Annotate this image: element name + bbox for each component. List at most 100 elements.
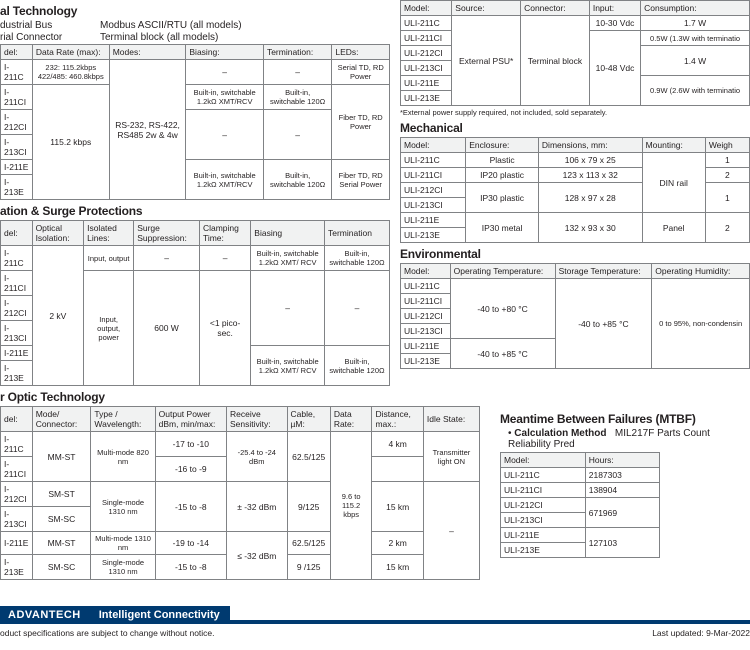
- td: Input, output: [84, 246, 134, 271]
- td: –: [325, 271, 390, 346]
- th: Dimensions, mm:: [538, 138, 642, 153]
- td: -17 to -10: [155, 432, 226, 457]
- td: 0 to 95%, non-condensin: [652, 279, 750, 369]
- td: I-211E: [1, 346, 33, 361]
- td: 2: [705, 213, 749, 243]
- th: Mode/ Connector:: [32, 407, 91, 432]
- surge-heading: ation & Surge Protections: [0, 204, 390, 218]
- th: LEDs:: [332, 45, 390, 60]
- env-heading: Environmental: [400, 247, 750, 261]
- td: 115.2 kbps: [32, 85, 109, 200]
- td: -40 to +85 °C: [450, 339, 555, 369]
- td: Built-in, switchable 1.2kΩ XMT/RCV: [186, 85, 264, 110]
- td: –: [134, 246, 200, 271]
- td: -16 to -9: [155, 457, 226, 482]
- td: 9 /125: [287, 555, 330, 580]
- td: 0.9W (2.6W with terminatio: [641, 76, 750, 106]
- td: 232: 115.2kbps 422/485: 460.8kbps: [32, 60, 109, 85]
- th: Termination: [325, 221, 390, 246]
- td: ULI-211CI: [401, 168, 466, 183]
- th: Isolated Lines:: [84, 221, 134, 246]
- td: –: [186, 60, 264, 85]
- td: ULI-211CI: [401, 31, 452, 46]
- th: Connector:: [521, 1, 590, 16]
- mtbf-method: • Calculation Method MIL217F Parts Count…: [508, 428, 750, 450]
- th: Surge Suppression:: [134, 221, 200, 246]
- td: IP30 plastic: [466, 183, 539, 213]
- td: Built-in, switchable 1.2kΩ XMT/RCV: [186, 160, 264, 200]
- td: ULI-213CI: [401, 324, 451, 339]
- td: I-213E: [1, 555, 33, 580]
- td: –: [199, 246, 250, 271]
- th: Model:: [401, 264, 451, 279]
- bus-label: dustrial Bus: [0, 20, 100, 31]
- td: Built-in, switchable 1.2kΩ XMT/ RCV: [251, 346, 325, 386]
- td: Built-in, switchable 120Ω: [263, 85, 331, 110]
- th: Modes:: [109, 45, 186, 60]
- td: ≤ -32 dBm: [227, 532, 288, 580]
- footer-line: [230, 620, 750, 624]
- td: Multi-mode 820 nm: [91, 432, 155, 482]
- bus-row: dustrial Bus Modbus ASCII/RTU (all model…: [0, 20, 390, 31]
- fiber-table: del: Mode/ Connector: Type / Wavelength:…: [0, 406, 480, 580]
- td: 10-48 Vdc: [589, 31, 640, 106]
- td: I-212CI: [1, 296, 33, 321]
- th: Idle State:: [423, 407, 479, 432]
- footer-updated: Last updated: 9-Mar-2022: [652, 628, 750, 638]
- td: 2: [705, 168, 749, 183]
- td: I-213E: [1, 175, 33, 200]
- th: Input:: [589, 1, 640, 16]
- td: ULI-213CI: [401, 198, 466, 213]
- td: –: [423, 482, 479, 580]
- serial-table: del: Data Rate (max): Modes: Biasing: Te…: [0, 44, 390, 200]
- td: Terminal block: [521, 16, 590, 106]
- td: ULI-211C: [401, 16, 452, 31]
- td: Fiber TD, RD Power: [332, 85, 390, 160]
- th: Source:: [452, 1, 521, 16]
- th: Enclosure:: [466, 138, 539, 153]
- td: ULI-211E: [401, 76, 452, 91]
- td: 62.5/125: [287, 432, 330, 482]
- td: ULI-213CI: [401, 61, 452, 76]
- td: I-211C: [1, 60, 33, 85]
- bus-value: Modbus ASCII/RTU (all models): [100, 20, 242, 31]
- td: I-213CI: [1, 321, 33, 346]
- td: -15 to -8: [155, 555, 226, 580]
- td: I-213E: [1, 361, 33, 386]
- td: 128 x 97 x 28: [538, 183, 642, 213]
- td: 15 km: [372, 555, 423, 580]
- th: del:: [1, 221, 33, 246]
- td: 2187303: [585, 468, 659, 483]
- power-table: Model: Source: Connector: Input: Consump…: [400, 0, 750, 106]
- td: 132 x 93 x 30: [538, 213, 642, 243]
- td: I-211CI: [1, 457, 33, 482]
- td: 15 km: [372, 482, 423, 532]
- td: -25.4 to -24 dBm: [227, 432, 288, 482]
- th: Cable, µM:: [287, 407, 330, 432]
- td: ULI-211E: [401, 213, 466, 228]
- td: Fiber TD, RD Serial Power: [332, 160, 390, 200]
- td: 2 km: [372, 532, 423, 555]
- td: ULI-211CI: [401, 294, 451, 309]
- fiber-heading: r Optic Technology: [0, 390, 390, 404]
- td: ULI-212CI: [501, 498, 586, 513]
- td: 127103: [585, 528, 659, 558]
- td: –: [251, 271, 325, 346]
- td: Built-in, switchable 120Ω: [263, 160, 331, 200]
- th: Biasing:: [186, 45, 264, 60]
- td: ULI-211C: [501, 468, 586, 483]
- td: 671969: [585, 498, 659, 528]
- td: Built-in, switchable 120Ω: [325, 346, 390, 386]
- td: ULI-212CI: [401, 183, 466, 198]
- td: ± -32 dBm: [227, 482, 288, 532]
- td: -40 to +85 °C: [555, 279, 652, 369]
- td: 10-30 Vdc: [589, 16, 640, 31]
- th: Biasing: [251, 221, 325, 246]
- th: Weigh: [705, 138, 749, 153]
- td: I-211CI: [1, 85, 33, 110]
- footer-bar: ADVANTECH Intelligent Connectivity: [0, 606, 750, 624]
- th: Optical Isolation:: [32, 221, 84, 246]
- th: Output Power dBm, min/max:: [155, 407, 226, 432]
- mech-heading: Mechanical: [400, 121, 750, 135]
- td: ULI-212CI: [401, 46, 452, 61]
